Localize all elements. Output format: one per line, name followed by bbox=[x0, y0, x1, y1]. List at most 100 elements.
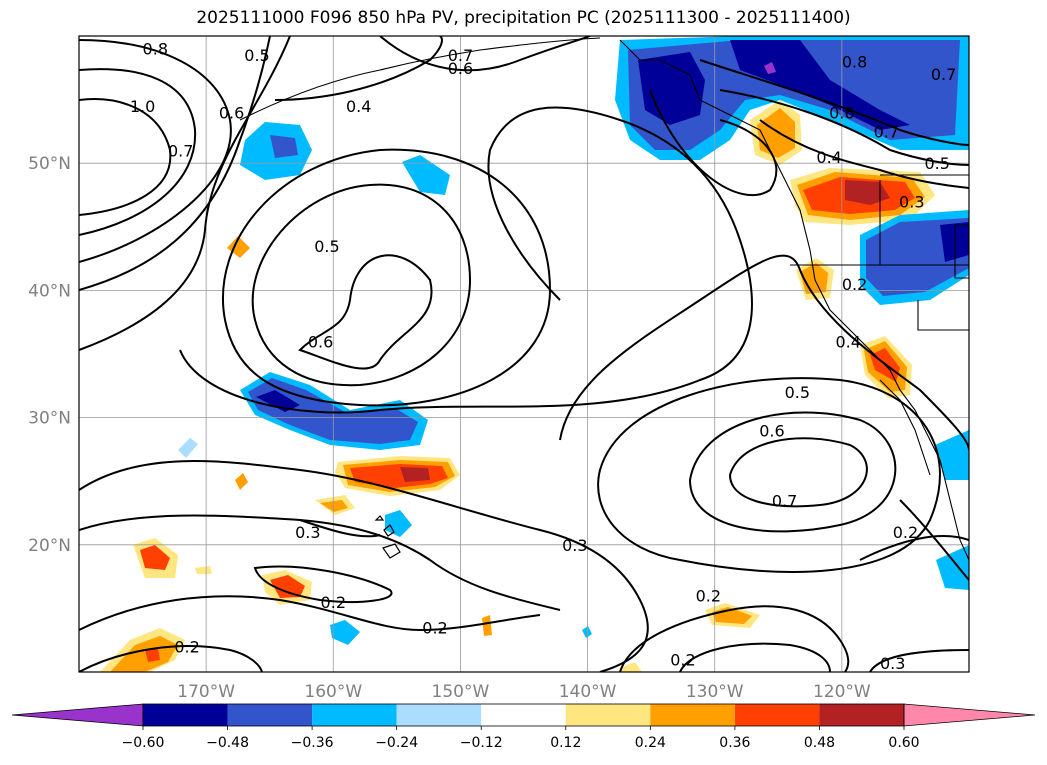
gridlines bbox=[79, 36, 969, 672]
pv-contours bbox=[79, 36, 969, 672]
colorbar-tick-label: 0.36 bbox=[719, 735, 750, 751]
pv-contour-line bbox=[559, 254, 969, 451]
contour-label: 0.6 bbox=[829, 103, 854, 122]
pv-contour-line bbox=[253, 565, 393, 603]
colorbar-bin bbox=[819, 704, 904, 726]
pv-contour-line bbox=[274, 36, 443, 101]
lon-tick-label: 140°W bbox=[559, 682, 617, 702]
contour-label: 0.4 bbox=[346, 97, 371, 116]
lat-tick-label: 50°N bbox=[28, 154, 71, 174]
pv-contour-line bbox=[79, 68, 197, 236]
colorbar-tick-label: −0.48 bbox=[206, 735, 249, 751]
colorbar-tick-label: −0.36 bbox=[291, 735, 334, 751]
colorbar-bin bbox=[734, 704, 820, 726]
colorbar-tick-label: −0.60 bbox=[122, 735, 165, 751]
pv-contour-line bbox=[79, 39, 232, 263]
contour-label: 0.8 bbox=[842, 52, 867, 71]
hawaii-islands bbox=[374, 515, 401, 559]
pv-contour-line bbox=[179, 106, 753, 414]
colorbar-tick-label: 0.48 bbox=[804, 735, 835, 751]
contour-label: 0.7 bbox=[874, 122, 899, 141]
contour-label: 0.2 bbox=[321, 593, 346, 612]
pv-contour-line bbox=[298, 254, 433, 370]
contour-label: 0.2 bbox=[893, 523, 918, 542]
contour-label: 0.5 bbox=[924, 154, 949, 173]
lon-tick-label: 150°W bbox=[432, 682, 490, 702]
precip-neg-alaska-strong2 bbox=[730, 40, 910, 130]
colorbar-tick-label: 0.12 bbox=[550, 735, 581, 751]
colorbar-bin bbox=[650, 704, 735, 726]
lat-tick-label: 40°N bbox=[28, 281, 71, 301]
contour-label: 0.6 bbox=[448, 59, 473, 78]
pv-contour-line bbox=[79, 98, 172, 216]
pv-contour-line bbox=[759, 119, 969, 189]
pv-contour-line bbox=[597, 377, 941, 573]
latitude-labels: 20°N 30°N 40°N 50°N bbox=[28, 154, 71, 556]
contour-label: 0.3 bbox=[899, 192, 924, 211]
colorbar-tick-label: −0.24 bbox=[375, 735, 418, 751]
contour-label: 0.7 bbox=[772, 491, 797, 510]
contour-label: 0.2 bbox=[422, 618, 447, 637]
contour-label: 0.6 bbox=[219, 103, 244, 122]
pv-contour-line bbox=[79, 645, 263, 672]
contour-label: 0.6 bbox=[308, 332, 333, 351]
contour-label: 0.7 bbox=[448, 46, 473, 65]
pv-contour-line bbox=[869, 649, 969, 672]
contour-label: 0.3 bbox=[880, 654, 905, 673]
lat-tick-label: 30°N bbox=[28, 409, 71, 429]
pv-contour-line bbox=[699, 59, 969, 146]
colorbar-bin bbox=[396, 704, 482, 726]
lon-tick-label: 170°W bbox=[177, 682, 235, 702]
pv-contour-line bbox=[79, 460, 649, 672]
state-borders bbox=[790, 174, 969, 331]
contour-label: 0.5 bbox=[314, 237, 339, 256]
pv-contour-line bbox=[299, 519, 381, 538]
pv-contour-line bbox=[222, 148, 552, 407]
pv-contour-line bbox=[719, 89, 969, 166]
pv-contour-line bbox=[688, 411, 897, 533]
pv-contour-line bbox=[251, 183, 472, 387]
contour-label: 0.4 bbox=[835, 332, 860, 351]
pv-contour-line bbox=[899, 499, 969, 581]
pv-contour-line bbox=[679, 642, 831, 672]
contour-label: 0.2 bbox=[174, 638, 199, 657]
colorbar-tick-label: 0.60 bbox=[888, 735, 919, 751]
contour-label: 0.4 bbox=[816, 148, 841, 167]
contour-label: 0.3 bbox=[295, 523, 320, 542]
contour-label: 0.5 bbox=[785, 383, 810, 402]
colorbar-under-extend bbox=[11, 703, 144, 727]
contour-labels: 0.81.00.70.60.50.40.70.60.50.60.30.30.20… bbox=[130, 40, 956, 673]
contour-label: 0.7 bbox=[168, 141, 193, 160]
contour-label: 0.6 bbox=[759, 421, 784, 440]
colorbar-bin bbox=[227, 704, 313, 726]
pv-contour-line bbox=[649, 89, 778, 196]
pv-contour-line bbox=[619, 605, 850, 672]
coastlines bbox=[239, 37, 969, 561]
coastline-alaska bbox=[239, 37, 601, 121]
colorbar-tick-label: 0.24 bbox=[635, 735, 666, 751]
plot-title: 2025111000 F096 850 hPa PV, precipitatio… bbox=[196, 8, 851, 28]
colorbar: −0.60 −0.48 −0.36 −0.24 −0.12 0.12 0.24 0.36 0.4… bbox=[11, 703, 1036, 751]
pv-contour-line bbox=[379, 36, 591, 72]
pv-contour-line bbox=[79, 595, 541, 632]
contour-label: 0.5 bbox=[244, 46, 269, 65]
longitude-labels: 170°W 160°W 150°W 140°W 130°W 120°W bbox=[177, 682, 871, 702]
lon-tick-label: 130°W bbox=[686, 682, 744, 702]
pv-contour-line bbox=[79, 36, 271, 291]
pv-contour-line bbox=[79, 514, 561, 611]
colorbar-bin bbox=[312, 704, 397, 726]
precip-neg-alaska-strong bbox=[638, 52, 705, 125]
contour-label: 0.2 bbox=[842, 275, 867, 294]
contour-label: 0.2 bbox=[670, 650, 695, 669]
lon-tick-label: 160°W bbox=[304, 682, 362, 702]
contour-label: 1.0 bbox=[130, 97, 155, 116]
pv-contour-line bbox=[79, 36, 291, 351]
lat-tick-label: 20°N bbox=[28, 536, 71, 556]
lon-tick-label: 120°W bbox=[813, 682, 871, 702]
coastline-baja bbox=[879, 379, 931, 476]
contour-label: 0.2 bbox=[696, 587, 721, 606]
colorbar-tick-label: −0.12 bbox=[460, 735, 503, 751]
colorbar-bin bbox=[143, 704, 228, 726]
colorbar-bin bbox=[565, 704, 651, 726]
